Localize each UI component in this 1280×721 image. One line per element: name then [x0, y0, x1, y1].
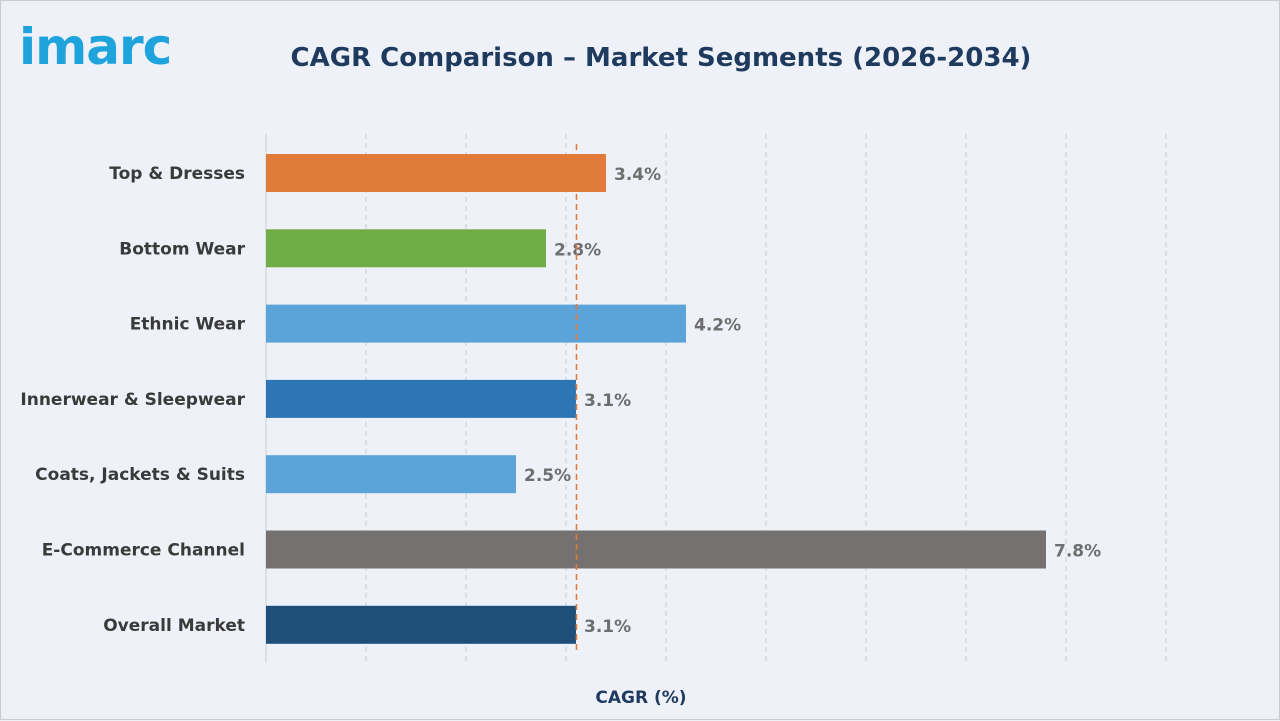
category-label: Ethnic Wear	[130, 315, 246, 335]
x-axis-title: CAGR (%)	[1, 688, 1280, 708]
bar	[266, 605, 576, 644]
bar	[266, 229, 546, 268]
category-label: E-Commerce Channel	[42, 541, 245, 561]
chart-title: CAGR Comparison – Market Segments (2026-…	[1, 43, 1280, 73]
value-label: 2.8%	[554, 240, 601, 260]
category-label: Coats, Jackets & Suits	[35, 465, 245, 485]
category-label: Top & Dresses	[109, 164, 245, 184]
value-label: 3.4%	[614, 165, 661, 185]
category-label: Overall Market	[103, 616, 245, 636]
bar	[266, 154, 606, 192]
value-label: 7.8%	[1054, 542, 1101, 562]
value-label: 4.2%	[694, 316, 741, 336]
chart-title-text: CAGR Comparison – Market Segments (2026-…	[290, 43, 1032, 73]
category-label: Bottom Wear	[119, 239, 245, 259]
bar	[266, 530, 1046, 569]
bar	[266, 455, 516, 494]
imarc-logo: imarc	[19, 18, 172, 76]
value-label: 3.1%	[584, 391, 631, 411]
bar	[266, 379, 576, 418]
bar	[266, 304, 686, 343]
value-label: 2.5%	[524, 466, 571, 486]
category-label: Innerwear & Sleepwear	[20, 390, 245, 410]
value-label: 3.1%	[584, 617, 631, 637]
x-axis-title-text: CAGR (%)	[595, 688, 687, 708]
